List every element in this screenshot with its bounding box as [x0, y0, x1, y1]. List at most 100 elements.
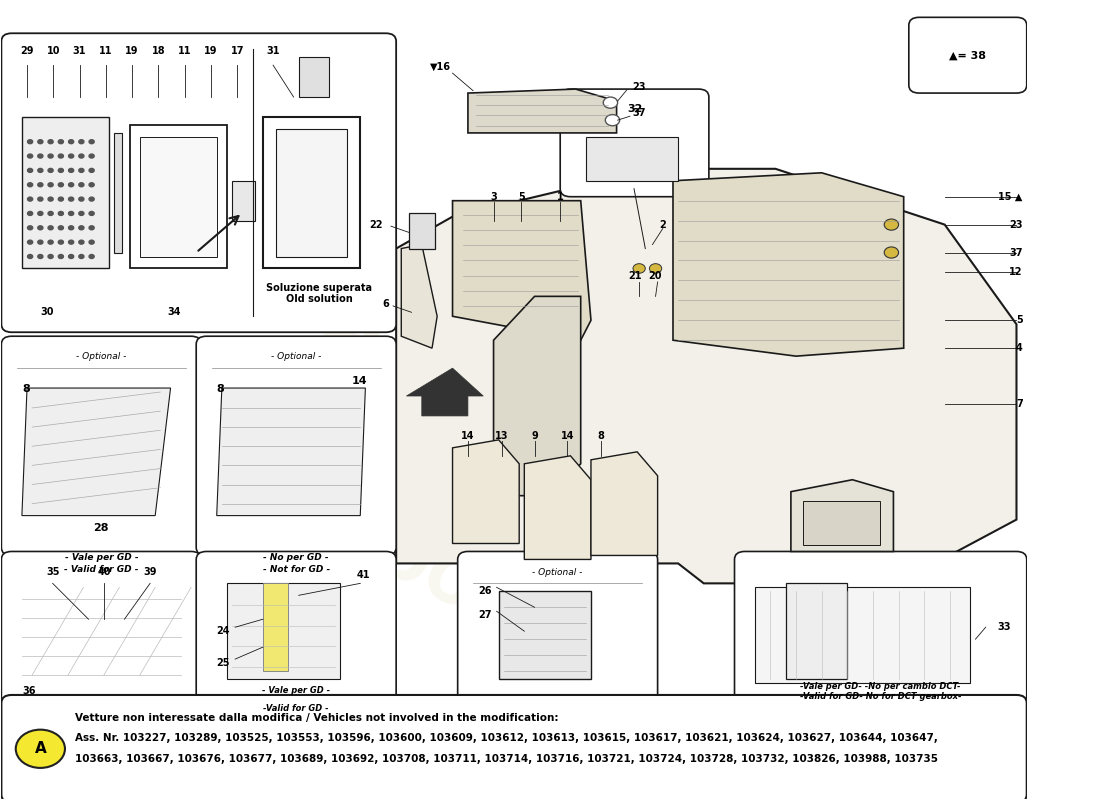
Text: - Optional -: - Optional -: [76, 353, 126, 362]
Text: 28: 28: [94, 522, 109, 533]
Bar: [299, 57, 330, 97]
Text: 14: 14: [461, 431, 475, 441]
Circle shape: [79, 169, 84, 172]
Bar: [498, 591, 591, 679]
Text: 6: 6: [382, 299, 389, 310]
Bar: [140, 137, 217, 257]
Circle shape: [68, 240, 74, 244]
Text: - Vale per GD -: - Vale per GD -: [65, 553, 139, 562]
Text: 33: 33: [998, 622, 1011, 632]
Polygon shape: [591, 452, 658, 555]
Polygon shape: [673, 173, 904, 356]
Text: 37: 37: [1009, 247, 1023, 258]
Text: 12: 12: [1009, 267, 1023, 278]
Circle shape: [58, 211, 64, 215]
Text: 8: 8: [217, 384, 224, 394]
Text: 29: 29: [20, 46, 34, 56]
FancyBboxPatch shape: [196, 551, 396, 707]
Text: 23: 23: [1009, 220, 1023, 230]
Circle shape: [37, 240, 43, 244]
Polygon shape: [396, 169, 1016, 583]
Text: 21: 21: [628, 271, 641, 282]
Circle shape: [58, 140, 64, 144]
Circle shape: [79, 254, 84, 258]
Text: 14: 14: [352, 376, 367, 386]
Circle shape: [37, 169, 43, 172]
Circle shape: [48, 154, 53, 158]
Circle shape: [28, 226, 33, 230]
Circle shape: [603, 97, 617, 108]
Circle shape: [68, 182, 74, 186]
Text: 15 ▲: 15 ▲: [999, 192, 1023, 202]
Bar: [803, 502, 880, 545]
Circle shape: [89, 197, 95, 201]
Text: 10: 10: [46, 46, 60, 56]
FancyBboxPatch shape: [458, 551, 658, 707]
Circle shape: [79, 226, 84, 230]
Text: - Optional -: - Optional -: [271, 353, 321, 362]
Bar: [409, 213, 436, 249]
Circle shape: [79, 211, 84, 215]
Circle shape: [884, 219, 899, 230]
Text: 25: 25: [217, 658, 230, 668]
Circle shape: [68, 140, 74, 144]
Text: AUTODOC: AUTODOC: [310, 282, 759, 550]
Text: 32: 32: [627, 104, 642, 114]
Text: - Optional -: - Optional -: [532, 568, 583, 577]
Polygon shape: [494, 296, 581, 496]
Text: 103663, 103667, 103676, 103677, 103689, 103692, 103708, 103711, 103714, 103716, : 103663, 103667, 103676, 103677, 103689, …: [75, 754, 938, 764]
Bar: [263, 117, 361, 269]
Polygon shape: [22, 388, 170, 515]
Circle shape: [58, 169, 64, 172]
FancyBboxPatch shape: [909, 18, 1026, 93]
Text: 40: 40: [97, 567, 111, 578]
Text: 31: 31: [266, 46, 279, 56]
Text: 19: 19: [205, 46, 218, 56]
Polygon shape: [217, 388, 365, 515]
FancyBboxPatch shape: [1, 336, 201, 555]
Circle shape: [79, 240, 84, 244]
Circle shape: [37, 140, 43, 144]
Text: 23: 23: [632, 82, 646, 92]
Text: 26: 26: [478, 586, 492, 596]
Circle shape: [89, 154, 95, 158]
Text: - Not for GD -: - Not for GD -: [263, 566, 330, 574]
Circle shape: [58, 154, 64, 158]
Text: 34: 34: [167, 307, 180, 318]
Circle shape: [605, 114, 619, 126]
Circle shape: [89, 169, 95, 172]
Text: Ass. Nr. 103227, 103289, 103525, 103553, 103596, 103600, 103609, 103612, 103613,: Ass. Nr. 103227, 103289, 103525, 103553,…: [75, 734, 938, 743]
Text: ▲= 38: ▲= 38: [949, 50, 987, 60]
Text: 35: 35: [46, 567, 59, 578]
Circle shape: [28, 182, 33, 186]
FancyBboxPatch shape: [196, 336, 396, 555]
Bar: [586, 137, 678, 181]
Circle shape: [28, 154, 33, 158]
Bar: [785, 583, 847, 679]
Circle shape: [68, 211, 74, 215]
Circle shape: [68, 169, 74, 172]
Text: Vetture non interessate dalla modifica / Vehicles not involved in the modificati: Vetture non interessate dalla modifica /…: [75, 713, 559, 722]
Text: 9: 9: [531, 431, 538, 441]
Circle shape: [28, 254, 33, 258]
Bar: [114, 133, 122, 253]
Polygon shape: [406, 368, 483, 416]
Text: -Valid for GD -: -Valid for GD -: [263, 704, 329, 713]
Circle shape: [649, 264, 662, 274]
Circle shape: [58, 197, 64, 201]
Text: 39: 39: [143, 567, 157, 578]
FancyBboxPatch shape: [1, 551, 201, 707]
Circle shape: [79, 197, 84, 201]
Circle shape: [48, 226, 53, 230]
Circle shape: [48, 197, 53, 201]
Text: 7: 7: [1016, 399, 1023, 409]
Text: 30: 30: [41, 307, 54, 318]
Text: 31: 31: [73, 46, 86, 56]
Text: 37: 37: [632, 108, 646, 118]
Text: 1: 1: [557, 192, 563, 202]
Bar: [22, 117, 109, 269]
Text: 17: 17: [231, 46, 244, 56]
Text: - No per GD -: - No per GD -: [263, 553, 329, 562]
Circle shape: [58, 182, 64, 186]
Bar: [227, 583, 340, 679]
